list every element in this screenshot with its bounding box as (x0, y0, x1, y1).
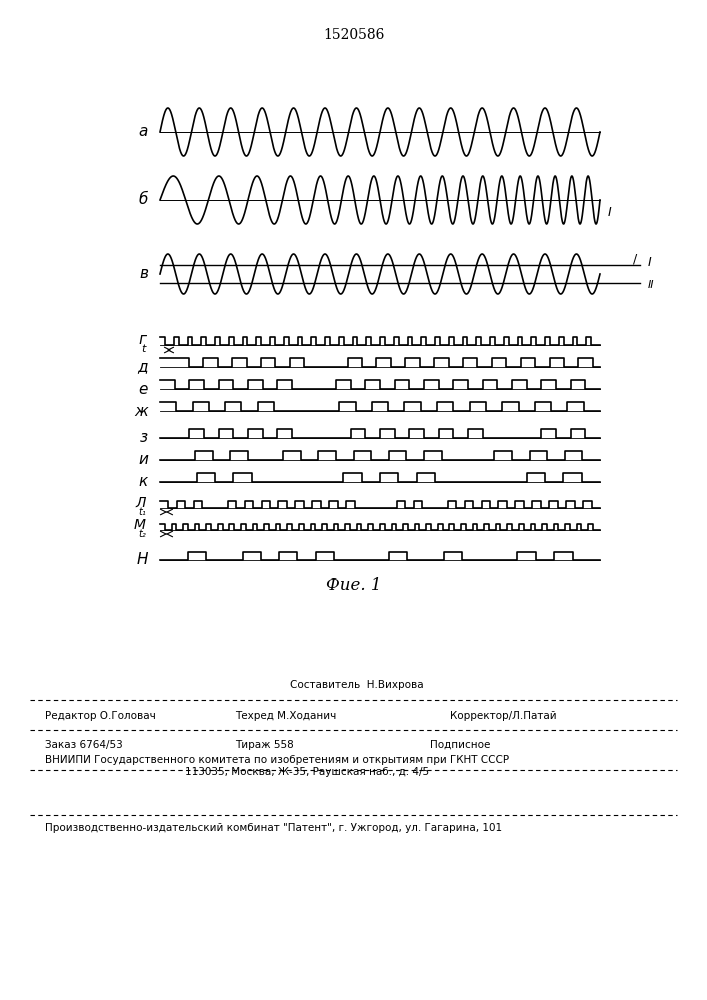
Text: к: к (139, 475, 148, 489)
Text: ж: ж (134, 403, 148, 418)
Text: 113035, Москва, Ж-35, Раушская наб., д. 4/5: 113035, Москва, Ж-35, Раушская наб., д. … (185, 767, 429, 777)
Text: д: д (137, 360, 148, 374)
Text: Подписное: Подписное (430, 740, 491, 750)
Text: I: I (608, 206, 612, 219)
Text: М: М (134, 518, 146, 532)
Text: I: I (648, 256, 652, 269)
Text: II: II (648, 280, 655, 290)
Text: Корректор/Л.Патай: Корректор/Л.Патай (450, 711, 556, 721)
Text: 1520586: 1520586 (323, 28, 385, 42)
Text: а: а (139, 124, 148, 139)
Text: Фие. 1: Фие. 1 (326, 576, 382, 593)
Text: t₂: t₂ (139, 529, 146, 539)
Text: Н: Н (136, 552, 148, 568)
Text: г: г (138, 332, 146, 348)
Text: Производственно-издательский комбинат "Патент", г. Ужгород, ул. Гагарина, 101: Производственно-издательский комбинат "П… (45, 823, 502, 833)
Text: е: е (139, 381, 148, 396)
Text: Редактор О.Головач: Редактор О.Головач (45, 711, 156, 721)
Text: t₁: t₁ (139, 507, 146, 517)
Text: Тираж 558: Тираж 558 (235, 740, 293, 750)
Text: t: t (141, 344, 146, 354)
Text: и: и (138, 452, 148, 468)
Text: ВНИИПИ Государственного комитета по изобретениям и открытиям при ГКНТ СССР: ВНИИПИ Государственного комитета по изоб… (45, 755, 509, 765)
Text: Техред М.Ходанич: Техред М.Ходанич (235, 711, 337, 721)
Text: в: в (139, 266, 148, 282)
Text: з: з (140, 430, 148, 446)
Text: Заказ 6764/53: Заказ 6764/53 (45, 740, 123, 750)
Text: Л: Л (136, 496, 146, 510)
Text: б: б (139, 192, 148, 208)
Text: Составитель  Н.Вихрова: Составитель Н.Вихрова (290, 680, 423, 690)
Text: /: / (633, 252, 637, 265)
